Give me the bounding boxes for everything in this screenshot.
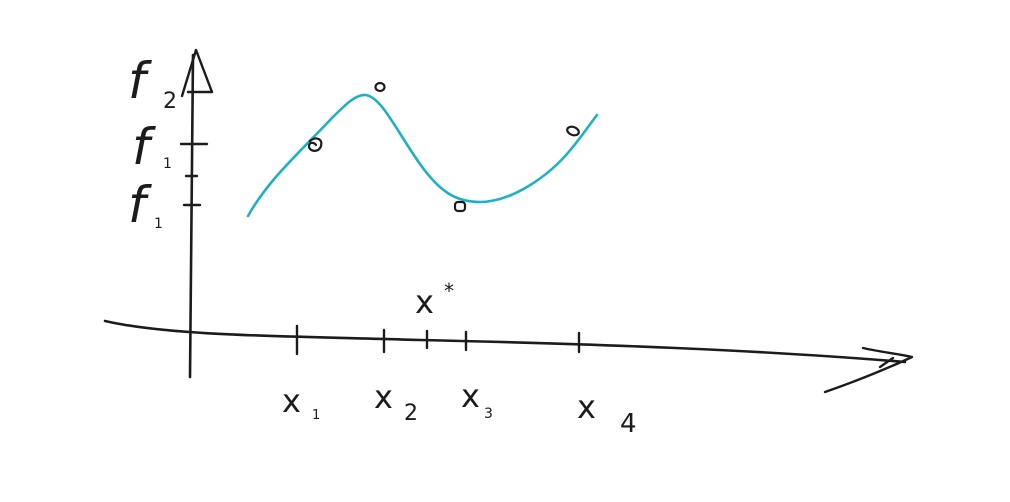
x-tick-label-1-main: x (282, 382, 301, 420)
x-tick-label-1: x 1 (282, 382, 320, 423)
y-tick-label-f2-main: f (128, 52, 152, 110)
x-tick-label-2: x x 2 (374, 378, 418, 426)
x-tick-label-2-sub-visible: 2 (404, 401, 418, 426)
x-star-sup: * (444, 279, 454, 303)
function-curve (246, 93, 599, 218)
y-axis (179, 48, 214, 379)
x-tick-label-3-main: x (461, 377, 480, 415)
x-tick-label-3: x 3 (461, 377, 493, 422)
x-axis-arrowhead (823, 346, 914, 394)
y-tick-label-f1-upper-main: f (132, 118, 156, 176)
y-tick-label-f2-sub: 2 (163, 89, 177, 114)
y-tick-label-f1-lower-main: f (128, 176, 152, 234)
x-tick-label-4: x 4 (577, 388, 637, 439)
y-tick-label-f1-upper-sub: 1 (163, 156, 172, 172)
sample-point (307, 137, 323, 152)
y-tick-label-f2: f 2 (128, 52, 177, 114)
sample-point (453, 200, 467, 213)
sample-points (307, 81, 580, 213)
y-tick-label-f1-lower-sub: 1 (154, 216, 163, 232)
x-star-label: x * (415, 279, 454, 321)
x-tick-label-4-sub: 4 (620, 409, 637, 439)
sample-point (566, 125, 580, 137)
y-axis-arrowhead (180, 48, 214, 98)
x-tick-label-4-main: x (577, 388, 596, 426)
y-tick-label-f1-upper: f 1 (132, 118, 172, 176)
y-tick-label-f1-lower: f 1 (128, 176, 163, 234)
x-axis (103, 319, 914, 394)
x-tick-label-2-main: x (374, 378, 393, 416)
sample-point (374, 81, 386, 93)
x-tick-label-3-sub: 3 (484, 406, 493, 422)
x-star-main: x (415, 283, 434, 321)
x-tick-label-1-sub: 1 (312, 408, 320, 423)
